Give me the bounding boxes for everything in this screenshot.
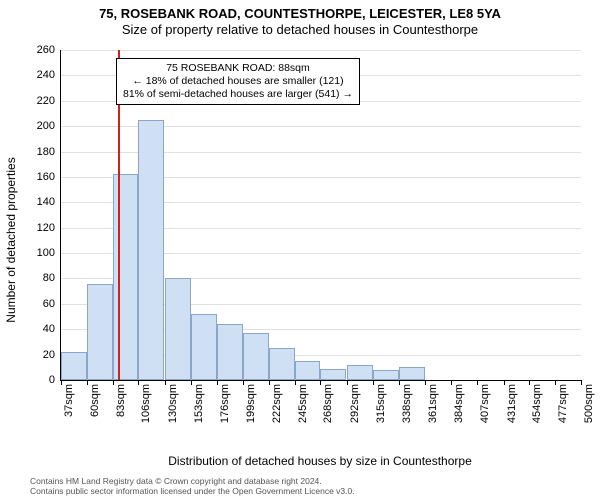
x-tick-mark: [87, 380, 88, 385]
footer-line1: Contains HM Land Registry data © Crown c…: [30, 476, 590, 486]
y-tick-label: 60: [25, 298, 55, 310]
footer-line2: Contains public sector information licen…: [30, 486, 590, 496]
chart-area: 02040608010012014016018020022024026037sq…: [60, 50, 580, 430]
histogram-bar: [217, 324, 243, 380]
x-tick-label: 130sqm: [167, 384, 179, 434]
annotation-box: 75 ROSEBANK ROAD: 88sqm← 18% of detached…: [116, 58, 360, 105]
x-tick-label: 268sqm: [322, 384, 334, 434]
x-tick-label: 500sqm: [583, 384, 595, 434]
x-tick-mark: [295, 380, 296, 385]
y-gridline: [61, 50, 581, 51]
annotation-line: 81% of semi-detached houses are larger (…: [123, 88, 353, 101]
y-tick-label: 200: [25, 120, 55, 132]
x-tick-label: 83sqm: [115, 384, 127, 434]
y-tick-label: 40: [25, 323, 55, 335]
x-tick-label: 37sqm: [63, 384, 75, 434]
x-tick-label: 222sqm: [271, 384, 283, 434]
y-tick-label: 0: [25, 374, 55, 386]
title-block: 75, ROSEBANK ROAD, COUNTESTHORPE, LEICES…: [0, 0, 600, 39]
x-tick-label: 199sqm: [245, 384, 257, 434]
histogram-bar: [61, 352, 87, 380]
x-tick-label: 338sqm: [401, 384, 413, 434]
plot: 02040608010012014016018020022024026037sq…: [60, 50, 581, 381]
y-tick-label: 220: [25, 95, 55, 107]
histogram-bar: [320, 369, 346, 380]
x-tick-label: 315sqm: [375, 384, 387, 434]
y-tick-label: 240: [25, 69, 55, 81]
x-tick-mark: [243, 380, 244, 385]
y-tick-label: 20: [25, 349, 55, 361]
histogram-bar: [113, 174, 139, 380]
histogram-bar: [399, 367, 425, 380]
annotation-line: ← 18% of detached houses are smaller (12…: [123, 75, 353, 88]
y-axis-label: Number of detached properties: [4, 50, 22, 430]
histogram-bar: [295, 361, 321, 380]
x-tick-mark: [425, 380, 426, 385]
x-tick-mark: [555, 380, 556, 385]
x-tick-label: 176sqm: [219, 384, 231, 434]
x-tick-label: 431sqm: [506, 384, 518, 434]
x-tick-label: 60sqm: [89, 384, 101, 434]
y-tick-label: 260: [25, 44, 55, 56]
y-tick-label: 140: [25, 196, 55, 208]
x-axis-label: Distribution of detached houses by size …: [60, 454, 580, 468]
x-tick-mark: [113, 380, 114, 385]
histogram-bar: [347, 365, 373, 380]
x-tick-mark: [269, 380, 270, 385]
annotation-line: 75 ROSEBANK ROAD: 88sqm: [123, 62, 353, 75]
x-tick-label: 361sqm: [427, 384, 439, 434]
histogram-bar: [191, 314, 217, 380]
y-tick-label: 100: [25, 247, 55, 259]
figure: 75, ROSEBANK ROAD, COUNTESTHORPE, LEICES…: [0, 0, 600, 500]
title-line2: Size of property relative to detached ho…: [0, 22, 600, 38]
x-tick-mark: [581, 380, 582, 385]
y-tick-label: 80: [25, 272, 55, 284]
y-tick-label: 180: [25, 146, 55, 158]
histogram-bar: [165, 278, 191, 380]
x-tick-mark: [61, 380, 62, 385]
x-tick-label: 384sqm: [453, 384, 465, 434]
x-tick-mark: [451, 380, 452, 385]
x-tick-mark: [399, 380, 400, 385]
title-line1: 75, ROSEBANK ROAD, COUNTESTHORPE, LEICES…: [0, 6, 600, 22]
footer: Contains HM Land Registry data © Crown c…: [30, 476, 590, 496]
histogram-bar: [269, 348, 295, 380]
x-tick-label: 153sqm: [193, 384, 205, 434]
histogram-bar: [138, 120, 164, 380]
histogram-bar: [373, 370, 399, 380]
x-tick-label: 477sqm: [557, 384, 569, 434]
x-tick-mark: [504, 380, 505, 385]
x-tick-label: 407sqm: [479, 384, 491, 434]
x-tick-label: 292sqm: [349, 384, 361, 434]
x-tick-mark: [477, 380, 478, 385]
x-tick-label: 245sqm: [297, 384, 309, 434]
x-tick-label: 106sqm: [140, 384, 152, 434]
y-tick-label: 160: [25, 171, 55, 183]
x-tick-mark: [217, 380, 218, 385]
y-tick-label: 120: [25, 222, 55, 234]
histogram-bar: [243, 333, 269, 380]
x-tick-label: 454sqm: [531, 384, 543, 434]
histogram-bar: [87, 284, 113, 380]
